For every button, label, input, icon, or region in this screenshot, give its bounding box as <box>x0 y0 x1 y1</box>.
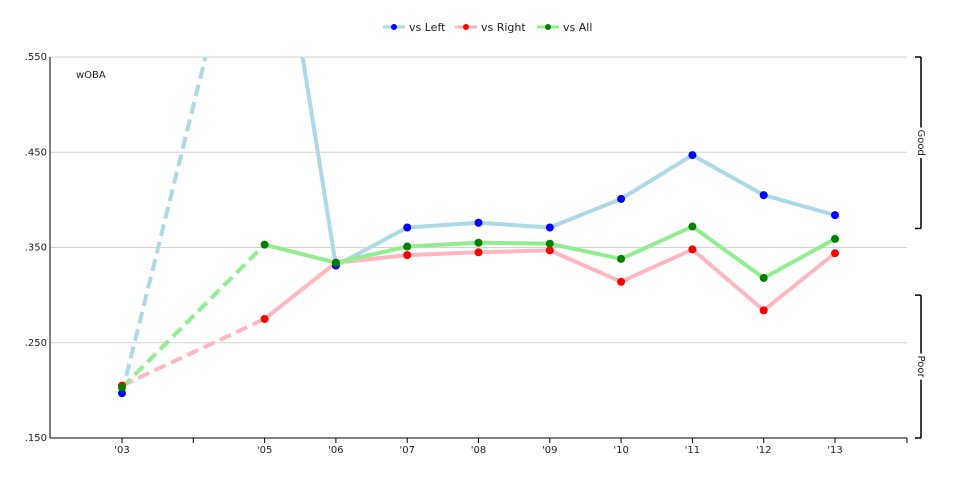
series-segment-vs-left <box>763 193 836 218</box>
series-segment-vs-right <box>548 248 622 284</box>
data-point-vs-left <box>831 211 839 220</box>
x-tick-label: '12 <box>756 445 771 456</box>
series-segment-vs-right <box>762 251 837 312</box>
x-tick-label: '03 <box>114 445 129 456</box>
x-tick-label: '13 <box>827 445 842 456</box>
data-point-vs-left <box>688 151 697 160</box>
series-segment-vs-left <box>120 57 208 394</box>
series-segment-vs-left <box>549 197 622 230</box>
legend-item-vs-left[interactable]: vs Left <box>383 21 446 34</box>
series-segment-vs-all <box>549 241 622 261</box>
data-point-vs-right <box>759 306 768 315</box>
legend-swatch-marker <box>545 24 551 30</box>
data-point-vs-left <box>403 223 412 232</box>
legend-item-vs-all[interactable]: vs All <box>537 21 592 34</box>
legend-item-vs-right[interactable]: vs Right <box>455 21 526 34</box>
data-point-vs-all <box>403 242 412 251</box>
poor-label: Poor <box>915 356 926 379</box>
series-segment-vs-left <box>478 220 550 230</box>
series-lines <box>120 57 837 394</box>
data-point-vs-right <box>831 249 839 258</box>
data-point-vs-all <box>331 258 340 267</box>
data-point-vs-left <box>759 191 768 200</box>
series-segment-vs-all <box>762 237 836 280</box>
data-point-vs-left <box>474 218 483 227</box>
x-tick-label: '05 <box>257 445 272 456</box>
good-label-backdrop <box>915 127 927 158</box>
data-point-vs-left <box>118 389 126 398</box>
data-point-vs-all <box>545 239 554 248</box>
data-point-vs-all <box>617 254 626 263</box>
x-tick-label: '08 <box>471 445 486 456</box>
data-point-vs-left <box>617 194 626 203</box>
data-point-vs-right <box>474 248 483 257</box>
legend-label: vs Right <box>481 21 526 34</box>
x-tick-label: '11 <box>685 445 700 456</box>
data-point-vs-all <box>260 240 269 249</box>
series-segment-vs-left <box>407 220 479 230</box>
y-tick-label: .250 <box>25 338 47 349</box>
data-point-vs-all <box>759 273 768 282</box>
series-segment-vs-all <box>120 243 267 389</box>
series-segment-vs-all <box>335 244 408 265</box>
good-label: Good <box>915 130 926 156</box>
series-segment-vs-right <box>691 247 765 312</box>
series-segment-vs-all <box>264 242 337 265</box>
y-tick-label: .550 <box>25 52 47 63</box>
series-segment-vs-all <box>407 240 479 249</box>
x-tick-label: '06 <box>328 445 343 456</box>
data-point-vs-all <box>474 238 483 247</box>
data-point-vs-all <box>831 234 839 243</box>
series-segment-vs-right <box>121 317 266 388</box>
data-point-vs-all <box>118 383 126 392</box>
poor-label-backdrop <box>915 353 927 380</box>
legend-swatch-marker <box>391 24 397 30</box>
series-segment-vs-right <box>263 261 338 321</box>
x-tick-label: '10 <box>613 445 628 456</box>
metric-label: wOBA <box>76 70 106 81</box>
data-point-vs-right <box>403 251 412 260</box>
legend[interactable]: vs Left vs Right vs All <box>383 21 592 34</box>
data-point-vs-left <box>545 223 554 232</box>
series-segment-vs-left <box>691 153 765 197</box>
data-point-vs-right <box>545 246 554 255</box>
gridlines <box>50 56 907 344</box>
legend-label: vs All <box>563 21 592 34</box>
good-poor-brackets: Good Poor <box>915 56 927 439</box>
legend-label: vs Left <box>409 21 446 34</box>
x-tick-label: '07 <box>399 445 414 456</box>
series-segment-vs-all <box>478 240 550 246</box>
y-tick-label: .350 <box>25 243 47 254</box>
series-segment-vs-right <box>478 248 550 255</box>
series-segment-vs-all <box>620 224 694 261</box>
series-markers <box>118 151 839 398</box>
y-tick-label: .450 <box>25 147 47 158</box>
x-tick-label: '09 <box>542 445 557 456</box>
series-segment-vs-right <box>620 247 694 284</box>
data-point-vs-right <box>688 245 697 254</box>
series-segment-vs-all <box>691 224 765 280</box>
y-tick-label: .150 <box>25 433 47 444</box>
data-point-vs-right <box>260 314 269 323</box>
series-segment-vs-left <box>300 57 338 266</box>
data-point-vs-right <box>617 277 626 286</box>
legend-swatch-marker <box>463 24 469 30</box>
series-segment-vs-right <box>407 250 479 258</box>
series-segment-vs-left <box>620 153 694 201</box>
axes: .550 .450 .350 .250 .150 '03 '05 '06 '07 '08 '09 '1… <box>25 52 908 456</box>
data-point-vs-all <box>688 222 697 231</box>
